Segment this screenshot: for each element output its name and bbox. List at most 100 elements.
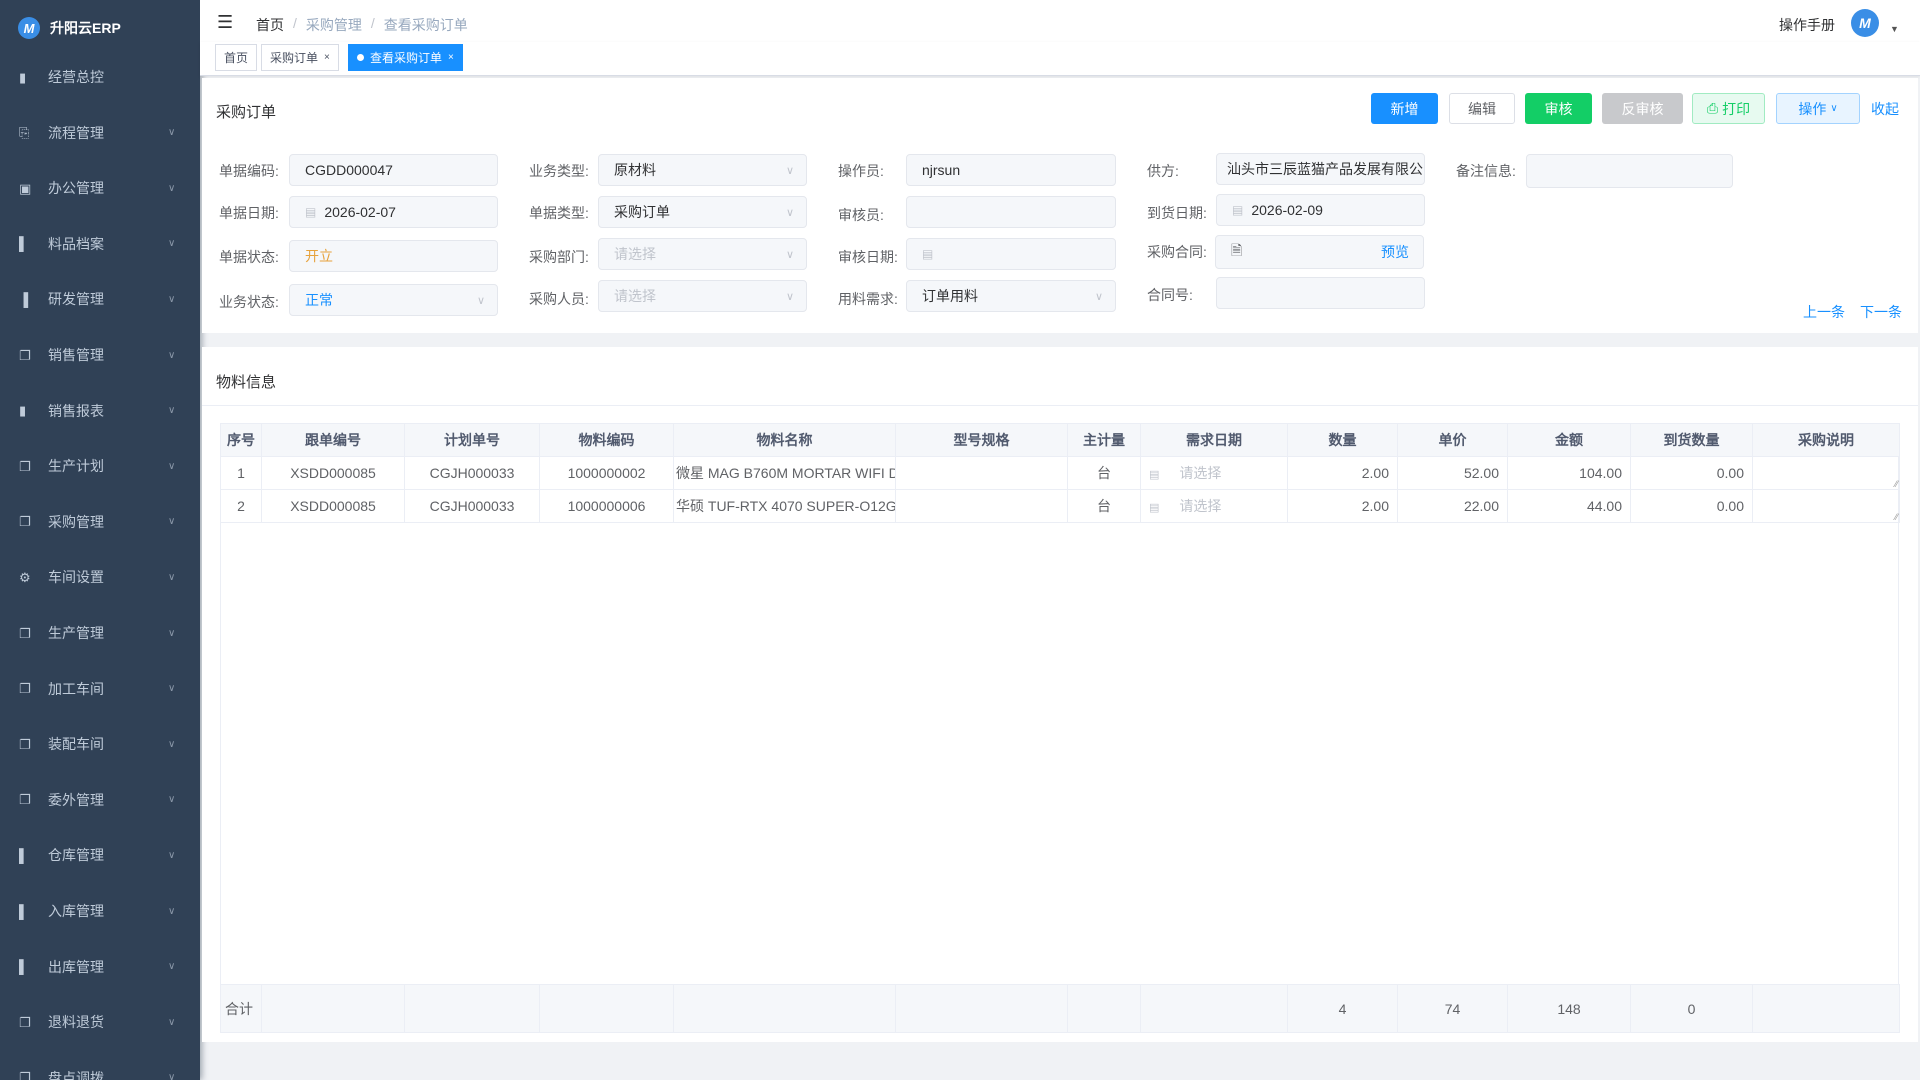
tag-home[interactable]: 首页 — [215, 44, 258, 71]
tag-purchase-order[interactable]: 采购订单 × — [261, 44, 339, 71]
resize-handle-icon[interactable]: ⁄⁄ — [1894, 479, 1898, 489]
chevron-down-icon: ∨ — [168, 127, 176, 139]
sidebar-item[interactable]: ▌ 出库管理 ∨ — [0, 942, 200, 992]
breadcrumb-home[interactable]: 首页 — [256, 17, 284, 33]
biz-type-select[interactable]: 原材料 ∨ — [598, 154, 807, 186]
operator-field[interactable]: njrsun — [906, 154, 1116, 186]
sidebar-item[interactable]: ❐ 盘点调拨 ∨ — [0, 1053, 200, 1080]
chevron-down-icon: ∨ — [168, 849, 176, 861]
biz-type-value: 原材料 — [614, 162, 656, 178]
unapprove-label: 反审核 — [1621, 100, 1664, 117]
remark-field[interactable] — [1526, 154, 1733, 188]
column-header: 跟单编号 — [261, 423, 405, 457]
next-record-link[interactable]: 下一条 — [1860, 304, 1902, 320]
sidebar-item[interactable]: ▣ 办公管理 ∨ — [0, 163, 200, 213]
biz-status-select[interactable]: 正常 ∨ — [289, 284, 498, 316]
materials-summary: 合计 4 74 148 0 — [220, 984, 1900, 1033]
sidebar-item-label: 经营总控 — [48, 69, 104, 85]
cell-arrived: 0.00 — [1630, 489, 1753, 523]
auditor-field[interactable] — [906, 196, 1116, 228]
resize-handle-icon[interactable]: ⁄⁄ — [1894, 512, 1898, 522]
table-header-row: 序号 跟单编号 计划单号 物料编码 物料名称 型号规格 主计量 需求日期 数量 单价 金额 到货数量采… — [220, 423, 1900, 457]
sidebar-item[interactable]: ▌ 仓库管理 ∨ — [0, 830, 200, 880]
code-field[interactable]: CGDD000047 — [289, 154, 498, 186]
cell-note[interactable]: ⁄⁄ — [1752, 456, 1900, 490]
sidebar-item[interactable]: ▮ 经营总控 — [0, 52, 200, 102]
doc-type-select[interactable]: 采购订单 ∨ — [598, 196, 807, 228]
cell-arrived: 0.00 — [1630, 456, 1753, 490]
sidebar-item[interactable]: ❐ 装配车间 ∨ — [0, 719, 200, 769]
summary-qty: 4 — [1287, 984, 1398, 1033]
chevron-down-icon: ∨ — [168, 627, 176, 639]
arrival-date-field[interactable]: ▤ 2026-02-09 — [1216, 194, 1425, 226]
approve-label: 审核 — [1544, 100, 1573, 117]
date-placeholder: 请选择 — [1179, 465, 1222, 481]
hamburger-icon[interactable]: ☰ — [217, 12, 234, 32]
book-icon: ▌ — [19, 847, 29, 863]
user-avatar[interactable]: M — [1851, 9, 1879, 37]
top-navbar: ☰ 首页 / 采购管理 / 查看采购订单 操作手册 M ▼ — [200, 0, 1920, 42]
buyer-select[interactable]: 请选择 ∨ — [598, 280, 807, 312]
cell-unit: 台 — [1067, 489, 1141, 523]
print-button[interactable]: ⎙ 打印 — [1692, 93, 1765, 124]
sidebar-item-label: 生产管理 — [48, 625, 104, 641]
caret-down-icon[interactable]: ▼ — [1890, 24, 1899, 34]
breadcrumb-purchase[interactable]: 采购管理 — [305, 17, 362, 33]
cell-plan: CGJH000033 — [404, 489, 540, 523]
chevron-down-icon: ∨ — [785, 164, 794, 177]
prev-record-link[interactable]: 上一条 — [1803, 304, 1845, 320]
sidebar-item[interactable]: ▌ 入库管理 ∨ — [0, 886, 200, 936]
date-field[interactable]: ▤ 2026-02-07 — [289, 196, 498, 228]
collapse-link[interactable]: 收起 — [1868, 93, 1902, 124]
sidebar-item-label: 出库管理 — [48, 958, 104, 975]
sidebar-item[interactable]: ⚙ 车间设置 ∨ — [0, 552, 200, 602]
supplier-field[interactable]: 汕头市三辰蓝猫产品发展有限公司 — [1216, 153, 1425, 185]
summary-cell — [539, 984, 674, 1033]
summary-cell — [261, 984, 405, 1033]
close-icon[interactable]: × — [448, 52, 454, 63]
sidebar-item[interactable]: ❐ 退料退货 ∨ — [0, 997, 200, 1047]
status-field[interactable]: 开立 — [289, 240, 498, 272]
sidebar-item[interactable]: ▮ 销售报表 ∨ — [0, 386, 200, 436]
column-header: 序号 — [220, 423, 262, 457]
summary-cell — [673, 984, 896, 1033]
manual-link[interactable]: 操作手册 — [1779, 17, 1835, 33]
sidebar-item[interactable]: ❐ 生产计划 ∨ — [0, 441, 200, 491]
sidebar-item[interactable]: ▐ 研发管理 ∨ — [0, 274, 200, 324]
cell-name: 华硕 TUF-RTX 4070 SUPER-O12G-GAMING — [673, 489, 896, 523]
sidebar-item[interactable]: ▌ 料品档案 ∨ — [0, 219, 200, 269]
cell-spec — [895, 489, 1068, 523]
doc-type-value: 采购订单 — [614, 204, 670, 220]
sidebar-item-label: 委外管理 — [48, 791, 104, 808]
sidebar-item[interactable]: ❐ 加工车间 ∨ — [0, 664, 200, 714]
close-icon[interactable]: × — [324, 52, 330, 63]
audit-date-field[interactable]: ▤ — [906, 238, 1116, 270]
contract-field[interactable]: 🗎 预览 — [1215, 235, 1424, 269]
preview-link[interactable]: 预览 — [1381, 244, 1409, 260]
order-title: 采购订单 — [216, 104, 277, 121]
add-button[interactable]: 新增 — [1371, 93, 1438, 124]
sidebar-item-label: 退料退货 — [48, 1014, 104, 1031]
sidebar-item[interactable]: ⎘ 流程管理 ∨ — [0, 108, 200, 158]
sidebar-item[interactable]: ❐ 委外管理 ∨ — [0, 775, 200, 825]
cell-note[interactable]: ⁄⁄ — [1752, 489, 1900, 523]
material-need-select[interactable]: 订单用料 ∨ — [906, 280, 1116, 312]
sidebar-item[interactable]: ❐ 生产管理 ∨ — [0, 608, 200, 658]
sidebar-item[interactable]: ❐ 采购管理 ∨ — [0, 497, 200, 547]
chevron-down-icon: ∨ — [1094, 290, 1103, 303]
column-header: 型号规格 — [895, 423, 1068, 457]
approve-button[interactable]: 审核 — [1525, 93, 1592, 124]
dept-select[interactable]: 请选择 ∨ — [598, 238, 807, 270]
operations-dropdown[interactable]: 操作 ∨ — [1776, 93, 1860, 124]
summary-cell — [1067, 984, 1141, 1033]
chevron-down-icon: ∨ — [168, 460, 176, 472]
edit-button[interactable]: 编辑 — [1449, 93, 1515, 124]
cell-track: XSDD000085 — [261, 489, 405, 523]
cell-date[interactable]: ▤ 请选择 — [1140, 489, 1288, 523]
contract-no-field[interactable] — [1216, 277, 1425, 309]
unapprove-button[interactable]: 反审核 — [1602, 93, 1683, 124]
cell-date[interactable]: ▤ 请选择 — [1140, 456, 1288, 490]
sidebar-item[interactable]: ❐ 销售管理 ∨ — [0, 330, 200, 380]
app-logo[interactable]: M 升阳云ERP — [18, 14, 121, 42]
tag-view-purchase-order[interactable]: 查看采购订单 × — [348, 44, 463, 71]
